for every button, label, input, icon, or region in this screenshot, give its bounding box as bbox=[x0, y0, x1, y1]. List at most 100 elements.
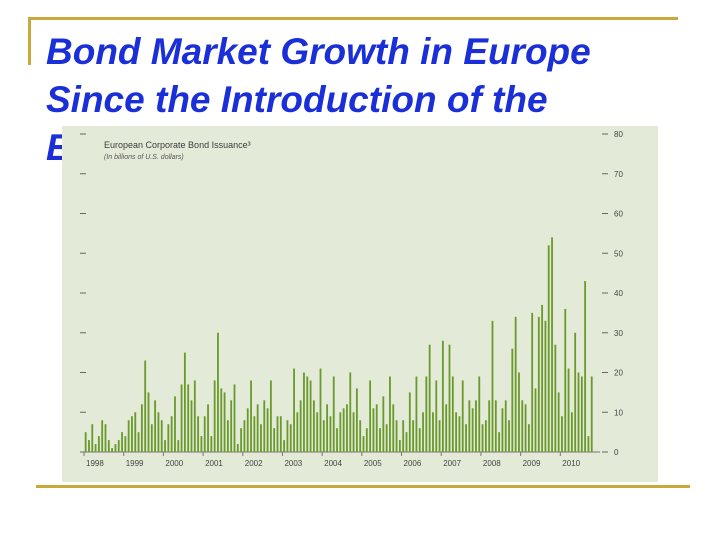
bar bbox=[160, 420, 163, 452]
bar bbox=[147, 392, 150, 452]
bar bbox=[326, 404, 329, 452]
chart-panel: 0 10 20 30 40 50 60 70 80 1998 1999 2000 2001 2002 200… bbox=[62, 126, 658, 482]
bar bbox=[379, 428, 381, 452]
bar bbox=[114, 444, 117, 452]
x-tick-label: 2006 bbox=[404, 459, 422, 468]
bar bbox=[164, 440, 166, 452]
bar bbox=[352, 412, 355, 452]
bar bbox=[561, 416, 563, 452]
bar bbox=[412, 420, 415, 452]
bar bbox=[498, 432, 501, 452]
bar bbox=[570, 412, 573, 452]
bar bbox=[121, 432, 123, 452]
bar bbox=[494, 400, 497, 452]
bar bbox=[236, 444, 239, 452]
bar bbox=[316, 412, 319, 452]
x-tick-label: 2005 bbox=[364, 459, 382, 468]
bar bbox=[389, 376, 391, 452]
bar bbox=[94, 444, 97, 452]
bar bbox=[190, 400, 193, 452]
bar bbox=[577, 372, 580, 452]
bar bbox=[306, 376, 309, 452]
bar bbox=[111, 448, 114, 452]
bar bbox=[279, 416, 282, 452]
bar bbox=[170, 416, 173, 452]
bar bbox=[124, 436, 127, 452]
bar bbox=[240, 428, 243, 452]
bar bbox=[382, 396, 385, 452]
x-tick-label: 1998 bbox=[86, 459, 104, 468]
bar bbox=[299, 400, 302, 452]
bar bbox=[488, 400, 491, 452]
bar bbox=[269, 380, 272, 452]
bar bbox=[547, 245, 550, 452]
bar bbox=[418, 428, 421, 452]
bar bbox=[574, 332, 577, 452]
bar bbox=[422, 412, 424, 452]
bar bbox=[276, 416, 279, 452]
left-accent-rule bbox=[28, 17, 31, 65]
x-tick-label: 2003 bbox=[284, 459, 302, 468]
bar bbox=[339, 412, 342, 452]
bar bbox=[554, 344, 557, 452]
x-tick-label: 2002 bbox=[245, 459, 263, 468]
x-tick-label: 2004 bbox=[324, 459, 342, 468]
bar bbox=[491, 320, 494, 452]
bar bbox=[187, 384, 190, 452]
bar bbox=[468, 400, 471, 452]
bar bbox=[246, 408, 249, 452]
bar bbox=[518, 372, 520, 452]
bar bbox=[230, 400, 233, 452]
bar bbox=[286, 420, 289, 452]
bar bbox=[329, 416, 332, 452]
bar bbox=[521, 400, 524, 452]
bar bbox=[91, 424, 94, 452]
bar bbox=[580, 376, 583, 452]
bar bbox=[88, 440, 90, 452]
bar bbox=[478, 376, 481, 452]
bar bbox=[140, 404, 143, 452]
bar bbox=[332, 376, 335, 452]
bar bbox=[157, 412, 160, 452]
bar bbox=[243, 420, 246, 452]
y-tick-label: 30 bbox=[614, 329, 623, 338]
bar bbox=[134, 412, 137, 452]
bar bbox=[303, 372, 305, 452]
bar bbox=[531, 312, 534, 452]
bar bbox=[319, 368, 322, 452]
bar bbox=[150, 424, 153, 452]
bar bbox=[107, 440, 110, 452]
bar bbox=[250, 380, 252, 452]
bar bbox=[458, 416, 461, 452]
bar bbox=[180, 384, 183, 452]
bar bbox=[501, 408, 504, 452]
y-tick-label: 40 bbox=[614, 289, 623, 298]
bar bbox=[475, 400, 477, 452]
top-accent-rule bbox=[28, 17, 678, 20]
bond-issuance-chart: 0 10 20 30 40 50 60 70 80 1998 1999 2000 2001 2002 200… bbox=[80, 130, 623, 468]
x-tick-label: 1999 bbox=[126, 459, 144, 468]
bar bbox=[97, 436, 100, 452]
bar bbox=[253, 416, 256, 452]
bar bbox=[210, 436, 213, 452]
bar bbox=[217, 332, 219, 452]
bar bbox=[263, 400, 266, 452]
bar bbox=[551, 237, 553, 452]
y-tick-label: 10 bbox=[614, 408, 623, 417]
bar bbox=[177, 440, 180, 452]
bar bbox=[508, 420, 510, 452]
bar bbox=[527, 424, 530, 452]
bar bbox=[362, 436, 365, 452]
bar bbox=[342, 408, 345, 452]
bar bbox=[104, 424, 107, 452]
bar bbox=[435, 380, 438, 452]
bar bbox=[461, 380, 464, 452]
bar bbox=[349, 372, 352, 452]
bar bbox=[372, 408, 375, 452]
y-tick-label: 20 bbox=[614, 369, 623, 378]
bar bbox=[233, 384, 236, 452]
y-tick-label: 0 bbox=[614, 448, 619, 457]
bar bbox=[465, 424, 467, 452]
bar bbox=[293, 368, 295, 452]
bar bbox=[193, 380, 196, 452]
